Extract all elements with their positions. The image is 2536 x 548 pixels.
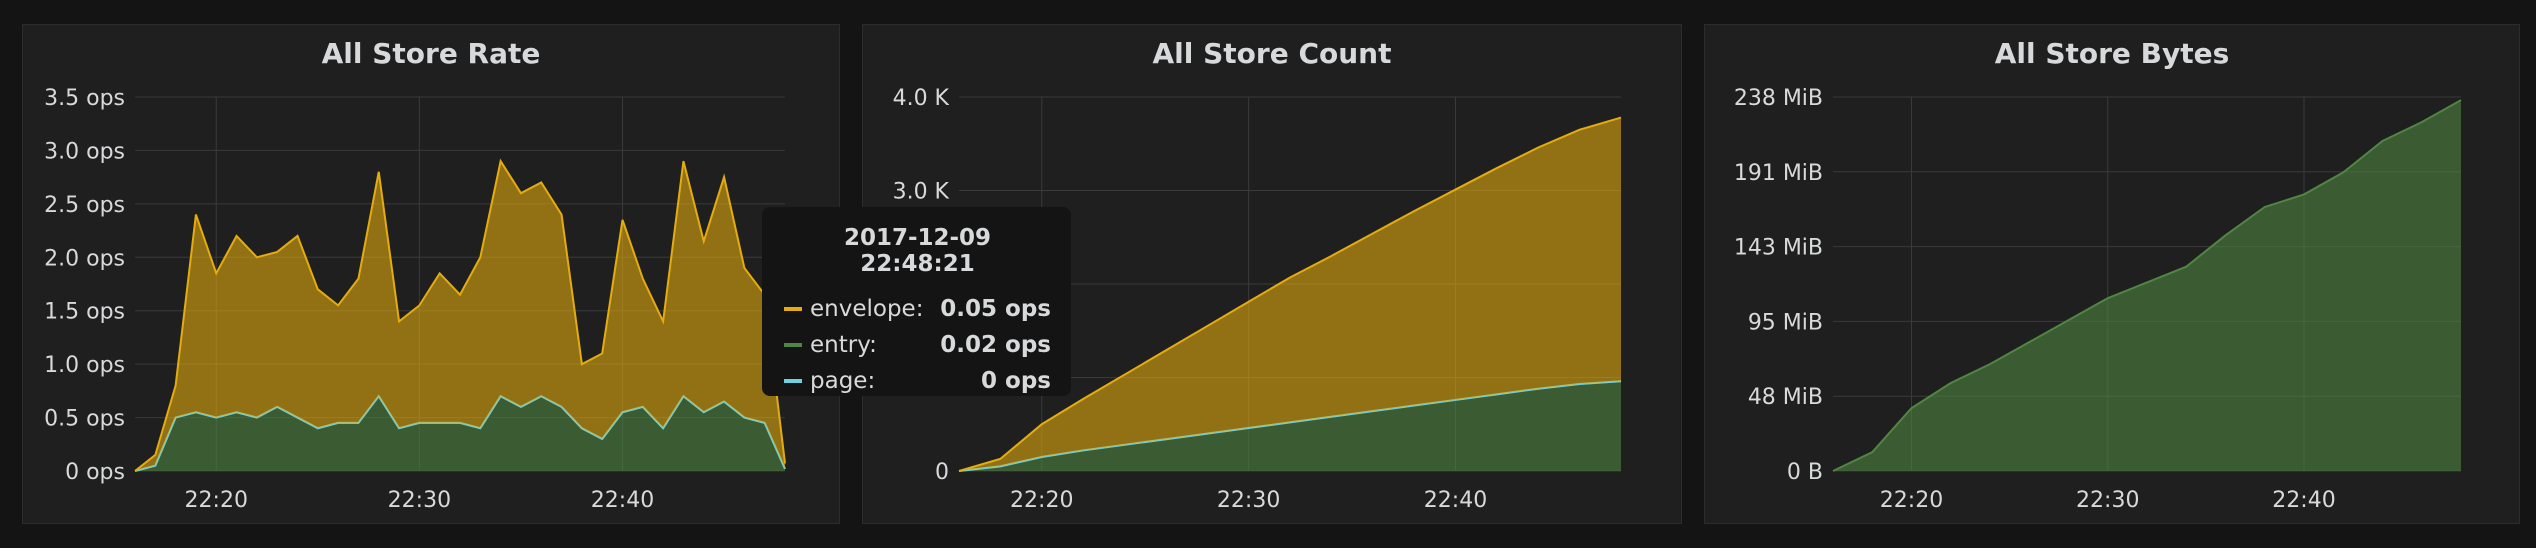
y-tick-label: 1.0 ops: [44, 353, 125, 378]
x-tick-label: 22:30: [388, 488, 451, 513]
y-tick-label: 2.5 ops: [44, 193, 125, 218]
series-line-envelope[interactable]: [958, 116, 1622, 472]
y-tick-label: 95 MiB: [1748, 310, 1823, 335]
tooltip-time: 2017-12-09 22:48:21: [843, 225, 992, 277]
panel-title[interactable]: All Store Rate: [321, 37, 541, 70]
area-envelope: [959, 117, 1621, 471]
y-tick-label: 0.5 ops: [44, 407, 125, 432]
y-tick-label: 1.5 ops: [44, 300, 125, 325]
panel-store-bytes: All Store Bytes 0 B 48 MiB 95 MiB 143 MiB 19…: [1704, 24, 2520, 524]
x-tick-label: 22:40: [1424, 488, 1487, 513]
tooltip-series-name: envelope:: [810, 296, 924, 322]
legend-swatch-envelope: [784, 307, 802, 311]
tooltip-series-name: page:: [810, 368, 876, 394]
chart-store-bytes: 0 B 48 MiB 95 MiB 143 MiB 191 MiB 238 MiB 22:2…: [1734, 86, 2462, 513]
y-tick-label: 0: [935, 460, 949, 485]
y-tick-label: 0 B: [1787, 460, 1823, 485]
chart-store-count: 0 3.0 K 4.0 K 22:20 22:30 22:40: [893, 86, 1622, 513]
area-entry: [135, 396, 785, 471]
x-tick-label: 22:40: [591, 488, 654, 513]
x-tick-label: 22:20: [1880, 488, 1943, 513]
x-tick-label: 22:30: [1217, 488, 1280, 513]
y-tick-label: 4.0 K: [893, 86, 950, 111]
x-tick-label: 22:40: [2272, 488, 2335, 513]
tooltip-row-page: page: 0 ops: [784, 363, 1051, 399]
tooltip-row-entry: entry: 0.02 ops: [784, 327, 1051, 363]
legend-swatch-entry: [784, 343, 802, 347]
tooltip-series-value: 0.02 ops: [940, 332, 1051, 358]
legend-swatch-page: [784, 379, 802, 383]
tooltip-series-name: entry:: [810, 332, 877, 358]
hover-tooltip: 2017-12-09 22:48:21 envelope: 0.05 ops e…: [762, 207, 1071, 396]
panel-store-rate: All Store Rate 0 ops 0.5 ops 1.0 ops 1.5 op…: [22, 24, 840, 524]
area-entry: [959, 381, 1621, 471]
tooltip-row-envelope: envelope: 0.05 ops: [784, 291, 1051, 327]
y-tick-label: 238 MiB: [1734, 86, 1823, 111]
y-tick-label: 2.0 ops: [44, 246, 125, 271]
tooltip-series-value: 0 ops: [981, 368, 1051, 394]
series-line-envelope[interactable]: [134, 158, 786, 472]
y-tick-label: 191 MiB: [1734, 161, 1823, 186]
area-entry: [1833, 100, 2461, 472]
y-tick-label: 143 MiB: [1734, 236, 1823, 261]
y-tick-label: 3.5 ops: [44, 86, 125, 111]
x-tick-label: 22:20: [1010, 488, 1073, 513]
y-tick-label: 48 MiB: [1748, 385, 1823, 410]
y-tick-label: 3.0 ops: [44, 139, 125, 164]
y-tick-label: 0 ops: [65, 460, 125, 485]
x-tick-label: 22:20: [185, 488, 248, 513]
series-line-entry[interactable]: [1832, 99, 2462, 472]
x-tick-label: 22:30: [2076, 488, 2139, 513]
panel-title[interactable]: All Store Count: [1152, 37, 1392, 70]
tooltip-series-value: 0.05 ops: [940, 296, 1051, 322]
y-tick-label: 3.0 K: [893, 180, 950, 205]
panel-title[interactable]: All Store Bytes: [1994, 37, 2230, 70]
chart-store-rate: 0 ops 0.5 ops 1.0 ops 1.5 ops 2.0 ops 2.5 ops…: [44, 86, 786, 513]
